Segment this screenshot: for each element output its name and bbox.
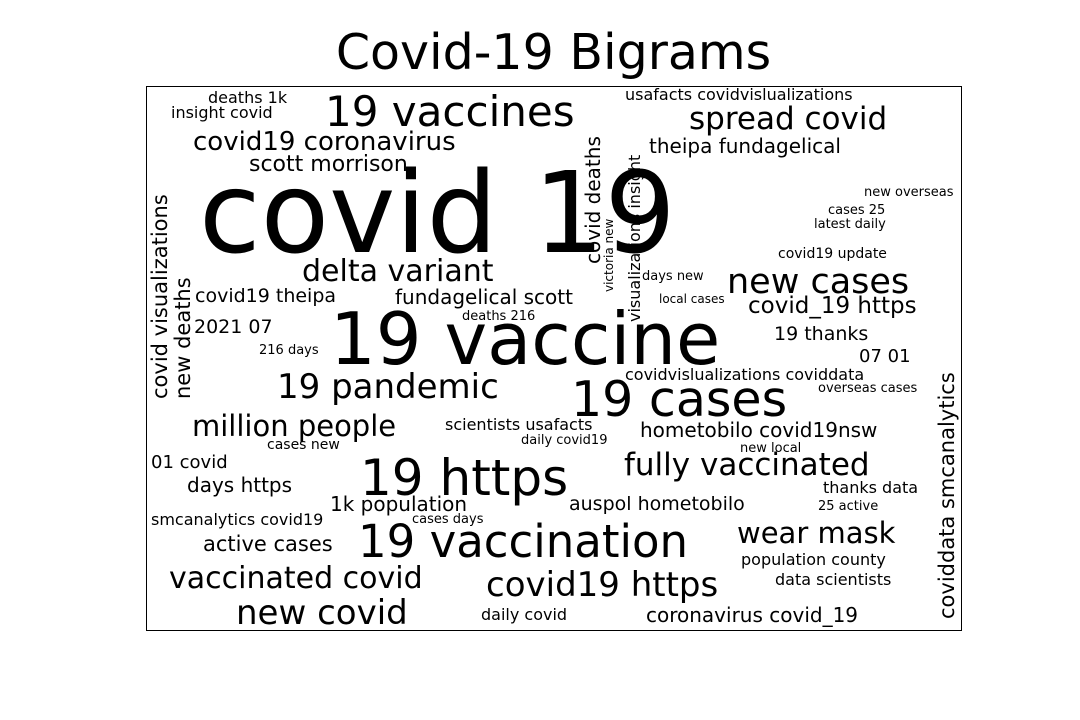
- word-spread-covid: spread covid: [689, 101, 887, 137]
- word-active-cases: active cases: [203, 532, 333, 556]
- word-auspol-hometobilo: auspol hometobilo: [569, 493, 745, 515]
- word-local-cases: local cases: [659, 292, 725, 306]
- word-07-01: 07 01: [859, 346, 911, 367]
- word-covid19-update: covid19 update: [778, 246, 887, 262]
- word-days-new: days new: [642, 269, 704, 284]
- word-fundagelical-scott: fundagelical scott: [395, 285, 573, 309]
- word-visualizations-insight: visualizations insight: [625, 155, 644, 322]
- word-19-cases: 19 cases: [571, 371, 787, 428]
- word-cases-days: cases days: [412, 512, 484, 527]
- word-coviddata-smcanalytics: coviddata smcanalytics: [935, 372, 959, 619]
- word-new-local: new local: [740, 441, 801, 456]
- word-insight-covid: insight covid: [171, 103, 273, 122]
- word-coronavirus-covid-19: coronavirus covid_19: [646, 603, 858, 627]
- word-covid-19-https: covid_19 https: [748, 293, 917, 319]
- word-daily-covid: daily covid: [481, 605, 567, 624]
- word-scott-morrison: scott morrison: [249, 152, 408, 177]
- word-delta-variant: delta variant: [302, 254, 494, 289]
- word-covid19-coronavirus: covid19 coronavirus: [193, 127, 456, 157]
- word-daily-covid19: daily covid19: [521, 433, 607, 448]
- word-data-scientists: data scientists: [775, 570, 891, 589]
- word-19-vaccination: 19 vaccination: [358, 515, 688, 568]
- word-25-active: 25 active: [818, 499, 878, 514]
- word-covid-19: covid 19: [199, 149, 676, 279]
- word-2021-07: 2021 07: [194, 316, 273, 338]
- word-victoria-new: victoria new: [602, 218, 616, 292]
- word-theipa-fundagelical: theipa fundagelical: [649, 134, 841, 158]
- word-covid19-theipa: covid19 theipa: [195, 285, 336, 307]
- word-01-covid: 01 covid: [151, 452, 228, 473]
- word-cases-25: cases 25: [828, 203, 885, 218]
- word-19-https: 19 https: [360, 449, 568, 507]
- word-covid-visualizations: covid visualizations: [148, 194, 172, 399]
- word-216-days: 216 days: [259, 343, 319, 358]
- word-deaths-216: deaths 216: [462, 309, 535, 324]
- word-thanks-data: thanks data: [823, 478, 918, 497]
- word-wear-mask: wear mask: [737, 516, 896, 550]
- word-scientists-usafacts: scientists usafacts: [445, 415, 592, 434]
- word-population-county: population county: [741, 550, 886, 569]
- word-million-people: million people: [192, 409, 396, 443]
- word-hometobilo-covid19nsw: hometobilo covid19nsw: [640, 418, 877, 442]
- word-new-deaths: new deaths: [171, 277, 195, 399]
- word-1k-population: 1k population: [330, 492, 467, 516]
- word-19-vaccine: 19 vaccine: [330, 297, 720, 381]
- word-covidvislualizations-coviddata: covidvislualizations coviddata: [625, 365, 864, 384]
- word-new-overseas: new overseas: [864, 185, 954, 200]
- word-smcanalytics-covid19: smcanalytics covid19: [151, 510, 323, 529]
- word-usafacts-covidvislualizations: usafacts covidvislualizations: [625, 87, 853, 104]
- word-deaths-1k: deaths 1k: [208, 88, 288, 107]
- word-covid-deaths: covid deaths: [581, 136, 605, 264]
- word-days-https: days https: [187, 473, 292, 497]
- word-cases-new: cases new: [267, 437, 340, 453]
- word-overseas-cases: overseas cases: [818, 381, 918, 396]
- word-covid19-https: covid19 https: [486, 565, 718, 605]
- word-new-covid: new covid: [236, 593, 408, 630]
- word-latest-daily: latest daily: [814, 217, 886, 232]
- chart-title: Covid-19 Bigrams: [335, 24, 772, 81]
- word-cloud-frame: covid 19 19 vaccine 19 https 19 cases 19 vac…: [146, 86, 962, 631]
- word-19-thanks: 19 thanks: [774, 323, 868, 345]
- word-fully-vaccinated: fully vaccinated: [624, 447, 870, 483]
- word-vaccinated-covid: vaccinated covid: [169, 561, 423, 596]
- word-19-pandemic: 19 pandemic: [277, 367, 499, 407]
- word-19-vaccines: 19 vaccines: [325, 87, 575, 136]
- word-new-cases: new cases: [727, 262, 909, 302]
